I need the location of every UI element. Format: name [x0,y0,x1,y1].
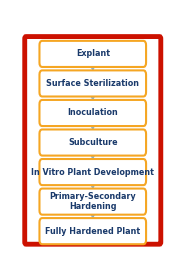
Text: Primary-Secondary
Hardening: Primary-Secondary Hardening [49,192,136,211]
Text: Fully Hardened Plant: Fully Hardened Plant [45,227,140,236]
FancyBboxPatch shape [25,37,161,244]
Text: Inoculation: Inoculation [67,108,118,118]
Text: Subculture: Subculture [68,138,118,147]
FancyBboxPatch shape [39,130,146,156]
FancyBboxPatch shape [39,70,146,96]
FancyBboxPatch shape [39,100,146,126]
FancyBboxPatch shape [39,188,146,215]
Text: Explant: Explant [76,49,110,58]
FancyBboxPatch shape [39,41,146,67]
FancyBboxPatch shape [39,159,146,185]
Text: In Vitro Plant De​velopment: In Vitro Plant De​velopment [31,168,154,177]
Text: Surface Sterilization: Surface Sterilization [46,79,139,88]
FancyBboxPatch shape [39,218,146,244]
